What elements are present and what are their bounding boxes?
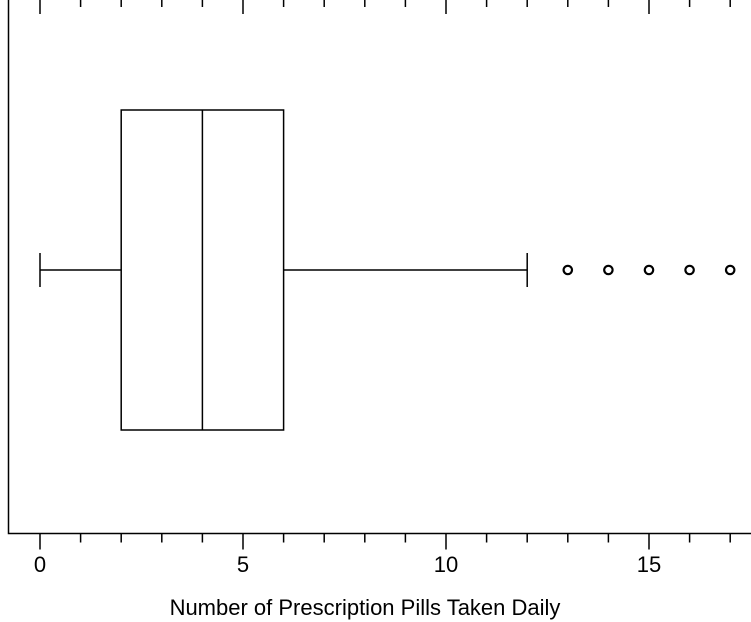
outlier-points	[562, 264, 736, 276]
x-axis-tick-labels: 0 5 10 15	[34, 552, 661, 577]
x-tick-label: 0	[34, 552, 46, 577]
plot-frame	[7, 0, 751, 535]
outlier-point	[724, 264, 736, 276]
outlier-point	[603, 264, 614, 276]
top-axis-ticks	[39, 0, 731, 14]
x-axis-title: Number of Prescription Pills Taken Daily	[170, 595, 561, 620]
bottom-axis-ticks	[39, 533, 731, 550]
x-tick-label: 15	[637, 552, 661, 577]
outlier-point	[643, 264, 655, 276]
x-tick-label: 10	[434, 552, 458, 577]
outlier-point	[562, 264, 574, 276]
outlier-point	[684, 264, 695, 276]
box-plot	[39, 109, 736, 431]
x-tick-label: 5	[237, 552, 249, 577]
